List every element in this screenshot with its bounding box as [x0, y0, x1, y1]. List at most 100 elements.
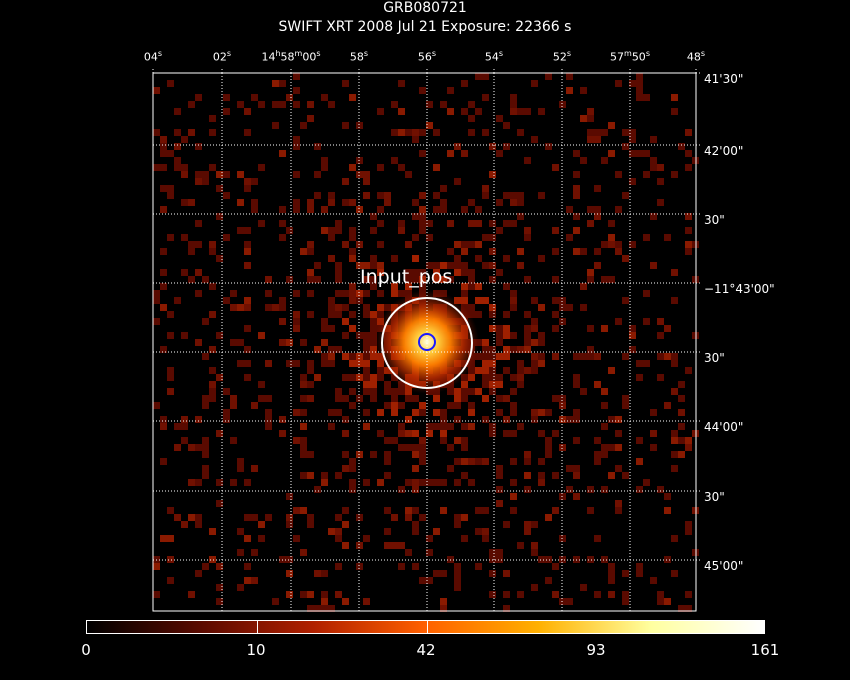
count-pixel: [517, 262, 524, 269]
count-pixel: [524, 276, 531, 283]
count-pixel: [160, 150, 167, 157]
count-pixel: [685, 521, 692, 528]
count-pixel: [475, 255, 482, 262]
count-pixel: [489, 374, 496, 381]
count-pixel: [209, 346, 216, 353]
count-pixel: [230, 304, 237, 311]
count-pixel: [552, 248, 559, 255]
count-pixel: [377, 262, 384, 269]
count-pixel: [573, 416, 580, 423]
count-pixel: [349, 479, 356, 486]
colorbar-label: 93: [586, 641, 606, 659]
count-pixel: [412, 528, 419, 535]
count-pixel: [167, 577, 174, 584]
count-pixel: [230, 290, 237, 297]
count-pixel: [482, 185, 489, 192]
count-pixel: [482, 535, 489, 542]
count-pixel: [636, 360, 643, 367]
count-pixel: [496, 227, 503, 234]
count-pixel: [461, 514, 468, 521]
count-pixel: [237, 171, 244, 178]
count-pixel: [335, 227, 342, 234]
count-pixel: [286, 276, 293, 283]
count-pixel: [685, 367, 692, 374]
count-pixel: [209, 129, 216, 136]
count-pixel: [167, 80, 174, 87]
count-pixel: [447, 444, 454, 451]
count-pixel: [398, 444, 405, 451]
count-pixel: [468, 311, 475, 318]
count-pixel: [489, 248, 496, 255]
count-pixel: [552, 395, 559, 402]
count-pixel: [594, 206, 601, 213]
count-pixel: [678, 381, 685, 388]
count-pixel: [160, 164, 167, 171]
count-pixel: [440, 605, 447, 612]
count-pixel: [678, 395, 685, 402]
count-pixel: [314, 605, 321, 612]
count-pixel: [433, 423, 440, 430]
count-pixel: [419, 402, 426, 409]
count-pixel: [482, 528, 489, 535]
count-pixel: [153, 563, 160, 570]
count-pixel: [349, 458, 356, 465]
count-pixel: [454, 416, 461, 423]
count-pixel: [419, 451, 426, 458]
count-pixel: [265, 514, 272, 521]
count-pixel: [552, 591, 559, 598]
count-pixel: [482, 353, 489, 360]
count-pixel: [398, 563, 405, 570]
count-pixel: [636, 80, 643, 87]
count-pixel: [160, 185, 167, 192]
count-pixel: [405, 388, 412, 395]
count-pixel: [678, 605, 685, 612]
count-pixel: [468, 479, 475, 486]
count-pixel: [195, 416, 202, 423]
count-pixel: [160, 248, 167, 255]
count-pixel: [482, 339, 489, 346]
count-pixel: [412, 269, 419, 276]
count-pixel: [174, 444, 181, 451]
count-pixel: [468, 269, 475, 276]
count-pixel: [629, 80, 636, 87]
count-pixel: [293, 325, 300, 332]
count-pixel: [216, 598, 223, 605]
count-pixel: [517, 591, 524, 598]
count-pixel: [349, 360, 356, 367]
count-pixel: [496, 332, 503, 339]
ra-tick-label: 54s: [484, 49, 504, 64]
count-pixel: [370, 255, 377, 262]
count-pixel: [216, 584, 223, 591]
count-pixel: [636, 374, 643, 381]
count-pixel: [608, 563, 615, 570]
count-pixel: [552, 276, 559, 283]
count-pixel: [461, 535, 468, 542]
count-pixel: [482, 374, 489, 381]
count-pixel: [405, 444, 412, 451]
count-pixel: [496, 556, 503, 563]
count-pixel: [377, 241, 384, 248]
count-pixel: [349, 94, 356, 101]
count-pixel: [370, 388, 377, 395]
count-pixel: [377, 220, 384, 227]
count-pixel: [531, 549, 538, 556]
count-pixel: [531, 542, 538, 549]
count-pixel: [405, 276, 412, 283]
count-pixel: [657, 199, 664, 206]
count-pixel: [251, 514, 258, 521]
count-pixel: [461, 297, 468, 304]
count-pixel: [258, 101, 265, 108]
count-pixel: [293, 311, 300, 318]
count-pixel: [678, 409, 685, 416]
count-pixel: [573, 353, 580, 360]
count-pixel: [412, 486, 419, 493]
count-pixel: [195, 444, 202, 451]
count-pixel: [405, 507, 412, 514]
count-pixel: [454, 521, 461, 528]
count-pixel: [636, 150, 643, 157]
count-pixel: [300, 472, 307, 479]
count-pixel: [664, 507, 671, 514]
count-pixel: [363, 171, 370, 178]
source-region-circle: [381, 297, 473, 389]
count-pixel: [223, 388, 230, 395]
